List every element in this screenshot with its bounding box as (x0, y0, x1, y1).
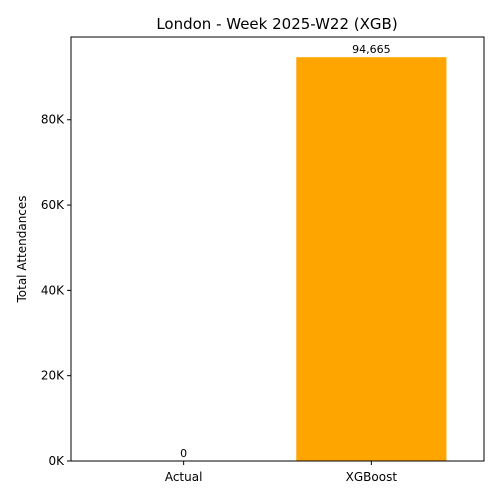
bars-layer (296, 57, 447, 462)
x-tick-label: XGBoost (346, 470, 398, 484)
y-tick-label: 60K (41, 198, 65, 212)
y-tick-label: 0K (48, 454, 65, 468)
y-tick-label: 40K (41, 283, 65, 297)
y-tick-label: 80K (41, 113, 65, 127)
data-label: 94,665 (352, 43, 391, 56)
y-tick-label: 20K (41, 369, 65, 383)
data-label: 0 (180, 447, 187, 460)
x-tick-label: Actual (165, 470, 203, 484)
data-labels-layer: 0 94,665 (180, 43, 390, 460)
chart-title: London - Week 2025-W22 (XGB) (156, 15, 397, 33)
ticks-layer: Actual XGBoost 0K 20K 40K 60K 80K (41, 113, 397, 484)
plot-frame (70, 36, 485, 462)
bar-xgboost (296, 57, 447, 462)
y-axis-label: Total Attendances (15, 195, 29, 303)
